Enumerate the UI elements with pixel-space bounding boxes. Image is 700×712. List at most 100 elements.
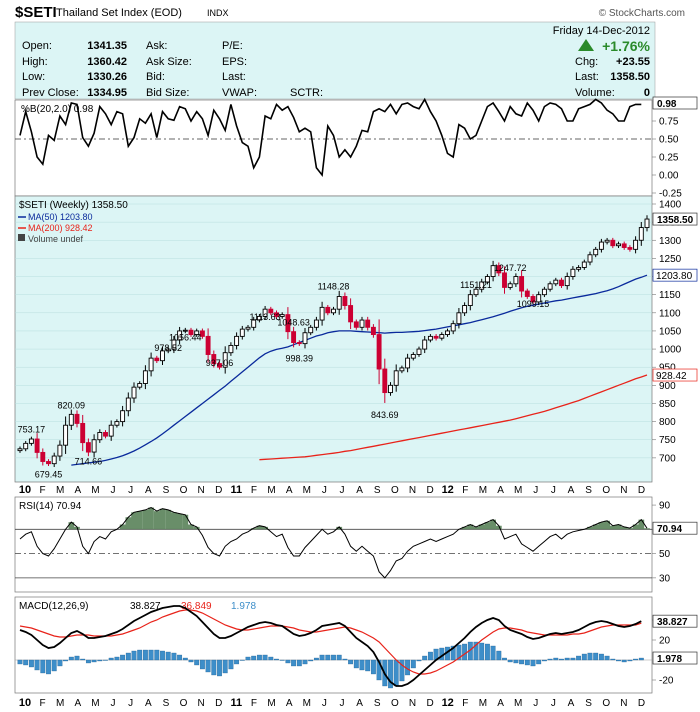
macd-histogram-bar [319, 654, 325, 661]
chg-value: +23.55 [616, 56, 650, 68]
quote-panel [14, 21, 656, 100]
x-tick-label: S [163, 485, 170, 496]
rsi-line [19, 506, 648, 579]
candle-body [239, 328, 245, 337]
y-tick-label: 700 [659, 453, 676, 464]
candle-body [370, 326, 376, 336]
candle-body [348, 305, 354, 323]
macd-histogram-bar [616, 659, 621, 662]
x-tick-label: N [409, 698, 416, 709]
ma200-value-label: 928.42 [656, 371, 687, 382]
candle-body [296, 342, 302, 345]
candle-body [313, 319, 319, 328]
x-tick-label: M [514, 698, 522, 709]
macd-histogram-bar [85, 659, 91, 664]
x-tick-label: M [267, 698, 275, 709]
x-tick-label: D [426, 485, 433, 496]
bid-label: Bid: [146, 71, 165, 83]
x-tick-label: M [91, 698, 99, 709]
last-value-box [652, 651, 698, 665]
macd-histogram-bar [388, 659, 393, 689]
rsi-title: RSI(14) 70.94 [19, 501, 82, 512]
x-tick-label: J [128, 485, 133, 496]
macd-histogram-bar [513, 659, 519, 664]
candle-body [427, 335, 433, 341]
x-tick-label: F [40, 485, 46, 496]
macd-histogram-bar [564, 657, 570, 661]
macd-histogram-bar [51, 659, 57, 672]
price-annotation: 843.69 [371, 410, 399, 420]
macd-histogram-bar [97, 659, 103, 662]
y-tick-label: 1150 [659, 290, 681, 301]
macd-histogram-bar [598, 653, 604, 661]
candle-body [633, 239, 639, 250]
macd-histogram-bar [46, 659, 51, 675]
x-tick-label: A [497, 698, 504, 709]
macd-histogram-bar [593, 652, 599, 661]
candle-body [524, 290, 530, 297]
macd-histogram-bar [222, 659, 228, 674]
candle-body [40, 451, 46, 462]
x-tick-label: 12 [442, 697, 454, 709]
macd-histogram-bar [177, 654, 183, 661]
x-tick-label: D [638, 698, 645, 709]
macd-histogram-bar [262, 654, 268, 661]
y-tick-label: 900 [659, 381, 676, 392]
macd-histogram-bar [57, 659, 63, 667]
macd-histogram-bar [450, 645, 456, 661]
macd-histogram-bar [23, 659, 29, 666]
macd-histogram-bar [103, 659, 108, 661]
candle-body [610, 239, 616, 247]
candle-body [268, 308, 274, 314]
macd-histogram-bar [473, 641, 479, 661]
panel-frame [14, 596, 653, 694]
candle-body [160, 350, 165, 362]
candle-body [148, 357, 154, 372]
macd-histogram-bar [279, 659, 285, 661]
macd-histogram-bar [581, 653, 587, 661]
candle-body [279, 314, 285, 317]
quote-mid2-labels: P/E: EPS: Last: VWAP: [222, 40, 257, 99]
x-tick-label: J [533, 698, 538, 709]
candle-body [581, 261, 587, 268]
price-annotation: 1151.21 [460, 280, 492, 290]
macd-histogram-bar [296, 659, 302, 667]
candle-body [536, 294, 542, 303]
ma200-line [259, 374, 648, 461]
quote-left-values: 1341.35 1360.42 1330.26 1334.95 [87, 40, 127, 99]
x-tick-label: S [374, 698, 381, 709]
macd-histogram-bar [108, 657, 114, 661]
quote-left-labels: Open: High: Low: Prev Close: [22, 40, 79, 99]
panel-frame [14, 496, 653, 593]
x-tick-label: M [303, 485, 311, 496]
rsi-overbought-fill [68, 507, 650, 530]
macd-histogram-bar [536, 659, 542, 665]
macd-histogram-bar [342, 658, 348, 661]
prev-close-label: Prev Close: [22, 87, 79, 99]
index-name: Thailand Set Index (EOD) [56, 7, 182, 19]
x-tick-label: A [145, 485, 152, 496]
macd-histogram-bar [256, 654, 262, 661]
macd-histogram-bar [40, 659, 46, 674]
y-tick-label: 90 [659, 501, 671, 512]
candle-body [222, 352, 228, 368]
macd-histogram-bar [142, 649, 148, 661]
candle-body [74, 413, 80, 424]
macd-histogram-bar [28, 659, 34, 668]
candle-body [621, 243, 627, 248]
candle-body [120, 410, 126, 423]
candle-body [496, 265, 502, 274]
candle-body [108, 424, 114, 437]
candle-body [194, 330, 200, 336]
candle-body [91, 439, 97, 453]
x-tick-label: F [462, 485, 468, 496]
macd-x-axis: 10 F M A M J J A S O N D 11 F M A M J J A S O N D 12 F M A M J J A S O N D [19, 697, 645, 709]
rsi-panel: RSI(14) 70.949070503070.94 [14, 496, 698, 593]
last-value-box [652, 96, 698, 110]
vwap-label: VWAP: [222, 87, 257, 99]
x-tick-label: D [215, 485, 222, 496]
candle-body [445, 330, 450, 336]
macd-histogram-bar [194, 659, 200, 666]
x-tick-label: 11 [231, 484, 243, 496]
candle-body [291, 331, 297, 343]
